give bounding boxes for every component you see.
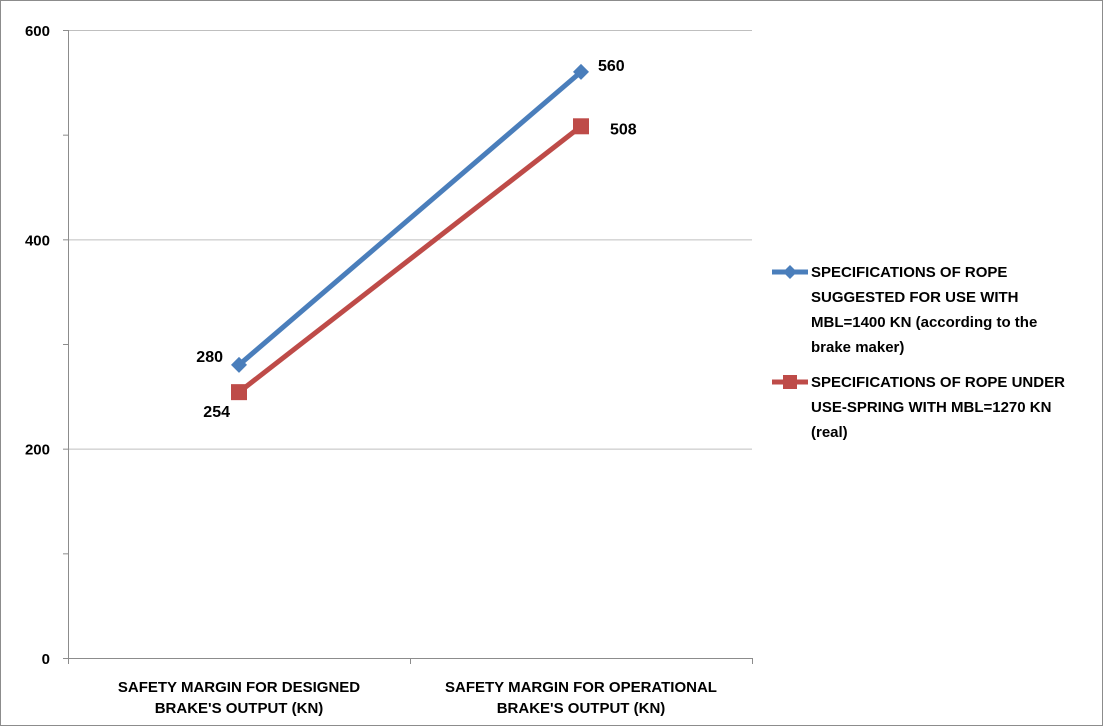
x-category-label: SAFETY MARGIN FOR DESIGNED BRAKE'S OUTPUT… (118, 679, 360, 717)
data-label: 280 (196, 349, 223, 366)
y-tick-label: 400 (25, 232, 50, 249)
square-marker (231, 384, 247, 401)
y-tick-label: 200 (25, 442, 50, 459)
legend-entry-1: SPECIFICATIONS OF ROPE SUGGESTED FOR USE … (811, 264, 1037, 356)
data-label: 254 (203, 404, 230, 421)
x-category-label: SAFETY MARGIN FOR OPERATIONAL BRAKE'S OUT… (445, 679, 717, 717)
data-label: 560 (598, 58, 625, 75)
legend: SPECIFICATIONS OF ROPE SUGGESTED FOR USE … (772, 264, 1065, 441)
legend-square-marker (783, 375, 797, 389)
y-tick-label: 0 (42, 651, 50, 668)
y-tick-label: 600 (25, 23, 50, 40)
legend-entry-2: SPECIFICATIONS OF ROPE UNDER USE-SPRING W… (811, 374, 1065, 441)
labels: 280 560 254 508 (196, 58, 637, 421)
axes: 0 200 400 600 SAFETY MARGIN FOR DESIGNED BRAK… (25, 23, 753, 717)
legend-diamond-marker (783, 265, 797, 279)
series-group (231, 63, 589, 401)
series-line-1 (237, 69, 583, 367)
square-marker (573, 118, 589, 135)
series-line-2 (237, 124, 583, 395)
data-label: 508 (610, 121, 637, 138)
gridlines (68, 30, 752, 450)
diamond-marker (573, 63, 589, 80)
diamond-marker (231, 356, 247, 373)
